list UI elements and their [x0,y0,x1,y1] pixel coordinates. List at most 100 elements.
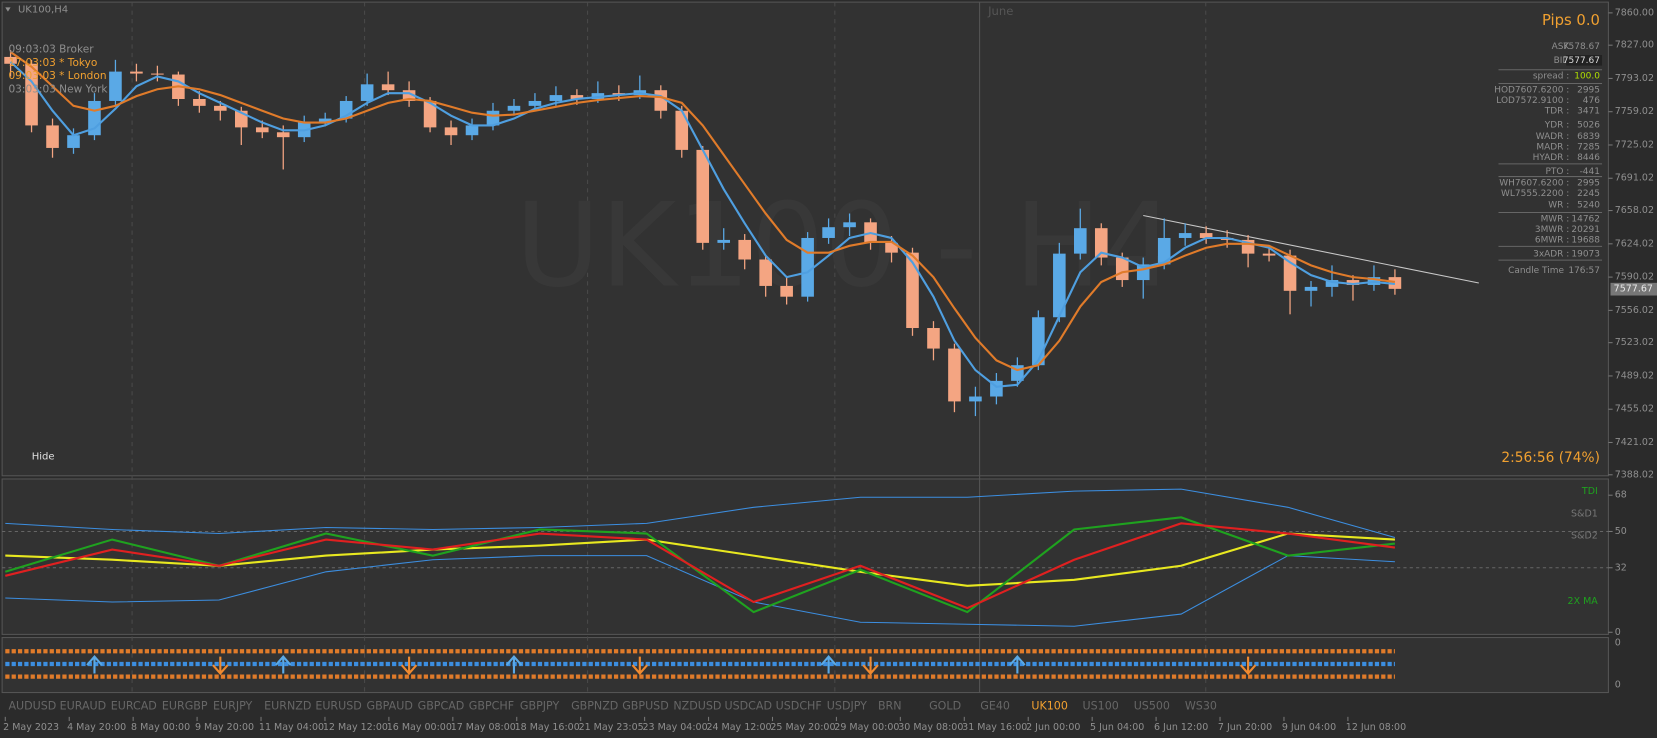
candle-body [402,90,416,101]
y-tick-label: 7759.02 [1615,106,1654,117]
candle-body [906,252,919,329]
indicator-label: 2X MA [1568,596,1599,607]
symbol-tab[interactable]: EURGBP [162,699,208,712]
current-price-label: 7577.67 [1614,284,1653,295]
x-tick-label: 21 May 23:05 [579,722,644,733]
signal-down [400,656,418,676]
x-tick-label: 23 May 04:00 [643,722,708,733]
info-value: 5240 [1577,201,1600,211]
candle-body [423,100,437,128]
info-label: BID [1554,56,1570,66]
info-value: 100.0 [1574,72,1600,82]
symbol-tab[interactable]: EURUSD [315,699,361,712]
symbol-tab[interactable]: US100 [1083,699,1119,712]
symbol-tab[interactable]: GBPJPY [520,699,560,712]
x-tick-label: 11 May 04:00 [259,722,324,733]
symbol-tab[interactable]: WS30 [1185,699,1217,712]
indicator-label: TDI [1581,486,1598,497]
y-tick-label: 7523.02 [1615,337,1654,348]
info-value: 7577.67 [1563,56,1600,66]
symbol-tab[interactable]: GBPCAD [418,699,465,712]
y-tick-label: 7489.02 [1615,370,1654,381]
candle-body [528,100,542,106]
signal-down [1239,656,1257,676]
info-label: TDR : [1544,107,1569,117]
symbol-tab[interactable]: US500 [1134,699,1170,712]
symbol-tab[interactable]: EURAUD [60,699,107,712]
x-tick-label: 5 Jun 04:00 [1090,722,1144,733]
candle-body [109,71,122,101]
y-tick-label: 7725.02 [1615,139,1654,150]
info-label: HOD7607.6200 : [1494,85,1569,95]
moving-average [9,61,1396,388]
x-tick-label: 2 Jun 00:00 [1026,722,1080,733]
symbol-tab[interactable]: AUDUSD [8,699,56,712]
symbol-tab[interactable]: GBPCHF [469,699,514,712]
candle-body [46,125,59,148]
symbol-tab[interactable]: EURCAD [111,699,157,712]
bid-highlight [1566,54,1603,66]
info-value: 20291 [1571,225,1600,235]
candle-body [444,127,458,136]
info-label: PTO : [1545,167,1569,177]
symbol-tab[interactable]: GBPAUD [366,699,412,712]
info-separators [1498,69,1603,261]
symbol-tab[interactable]: USDCAD [725,699,773,712]
info-value: 7578.67 [1563,42,1600,52]
hide-button[interactable]: Hide [32,452,55,463]
info-label: Candle Time [1508,266,1564,276]
symbol-tab[interactable]: EURJPY [213,699,252,712]
tdi-line [5,522,1396,610]
tdi-panel [1,478,1609,635]
info-label: WH7607.6200 : [1499,178,1569,188]
candle-body [1325,280,1339,287]
candle-body [1157,237,1171,265]
candle-body [801,237,814,297]
candle-body [1115,257,1129,281]
signal-up [275,654,292,674]
candle-body [1074,228,1087,254]
candle-body [255,127,269,133]
candle-body [1262,253,1276,256]
symbol-tab[interactable]: USDJPY [827,699,867,712]
candle-body [1283,255,1297,291]
info-label: WADR : [1536,132,1570,142]
info-value: 3471 [1577,107,1600,117]
signal-down [631,656,649,676]
indicator-label: S&D2 [1571,531,1598,542]
candle-body [318,118,332,122]
candle-body [969,396,982,402]
candle-body [822,227,835,238]
moving-average [9,51,1396,372]
y-tick-label: 0 [1615,627,1621,638]
symbol-tab[interactable]: GE40 [980,699,1010,712]
symbol-tab[interactable]: GBPNZD [571,699,618,712]
session-time: 17:03:03 [8,57,55,69]
y-tick-label: 7624.02 [1615,238,1654,249]
candle-body [654,90,668,111]
symbol-tab[interactable]: GBPUSD [622,699,669,712]
candle-body [507,105,521,111]
symbol-tab[interactable]: UK100 [1031,699,1068,712]
candle-body [130,71,143,74]
session-name: * Tokyo [59,57,97,69]
current-price-box [1610,282,1657,296]
symbol-tab[interactable]: BRN [878,699,902,712]
signal-up [820,654,837,674]
info-value: 2245 [1577,189,1600,199]
info-label: YDR : [1544,120,1569,130]
symbol-tab[interactable]: USDCHF [776,699,822,712]
session-time: 09:03:03 [8,44,55,56]
info-label: 3xADR : [1533,249,1569,259]
pips: Pips 0.0 [1542,12,1600,29]
info-value: 7285 [1577,142,1600,152]
y-tick-label: 7691.02 [1615,173,1654,184]
symbol-tab[interactable]: NZDUSD [673,699,721,712]
info-label: spread : [1533,72,1569,82]
symbol-tab[interactable]: EURNZD [264,699,311,712]
candle-body [151,73,164,75]
symbol-tab[interactable]: GOLD [929,699,961,712]
x-tick-label: 2 May 2023 [3,722,59,733]
info-value: -441 [1580,167,1600,177]
